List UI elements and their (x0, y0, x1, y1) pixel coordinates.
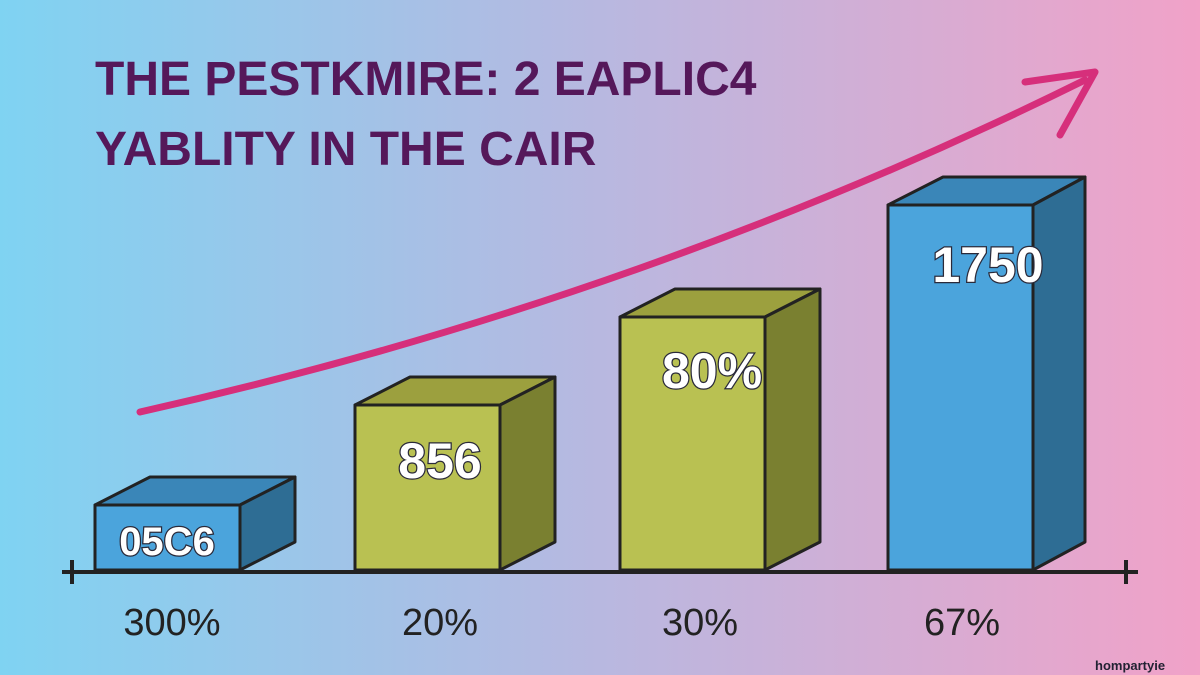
title-line: THE PESTKMIRE: 2 EAPLIC4 (95, 53, 757, 106)
bar-label: 80% (662, 343, 762, 399)
bar-caption: 67% (924, 602, 1000, 644)
bar-label: 1750 (932, 237, 1043, 293)
bar-front (886, 203, 1035, 572)
bar-front (93, 503, 242, 572)
trend-arrow (136, 76, 1089, 416)
bar-side (498, 375, 557, 572)
bar-front (353, 403, 502, 572)
bar-caption: 30% (662, 602, 738, 644)
title-line: YABLITY IN THE CAIR (95, 123, 596, 176)
bar-front (618, 315, 767, 572)
watermark: hompartyie (1095, 658, 1165, 673)
bar-caption: 20% (402, 602, 478, 644)
bar-label: 05C6 (119, 520, 215, 564)
bar-side (1031, 175, 1087, 572)
bars (93, 175, 1087, 572)
baseline (62, 560, 1138, 584)
arrow-head (1021, 68, 1099, 139)
bar-caption: 300% (123, 602, 220, 644)
bar-label: 856 (398, 433, 481, 489)
bar-side (763, 287, 822, 572)
